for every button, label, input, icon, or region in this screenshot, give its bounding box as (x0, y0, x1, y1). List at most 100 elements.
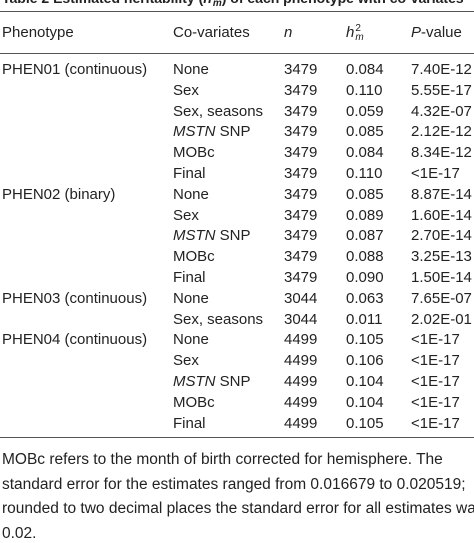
phenotype-text: PHEN01 (continuous) (2, 61, 148, 78)
footnote-line: 0.02. (2, 525, 36, 543)
cell: 0.084 (346, 61, 384, 79)
text-part: None (173, 185, 209, 203)
text-part: Sex (173, 352, 199, 370)
text-part: P (411, 24, 422, 41)
cell: <1E-17 (411, 415, 460, 433)
text-part: SNP (215, 227, 251, 245)
phenotype: PHEN04 (continuous) (2, 331, 147, 349)
cell-text: 2.12E-12 (411, 123, 472, 141)
cell-text: 0.104 (346, 373, 384, 390)
cell-text: 4499 (284, 331, 318, 349)
cell-text: 0.089 (346, 206, 384, 224)
cell: 3479 (284, 227, 317, 245)
cell: 0.087 (346, 227, 384, 245)
cell-text: 2.70E-14 (411, 227, 472, 245)
cell-text: <1E-17 (411, 414, 460, 432)
cell: 3479 (284, 269, 317, 287)
cell: 4499 (284, 331, 317, 349)
phenotype-text: PHEN03 (continuous) (2, 289, 148, 307)
cell: 3479 (284, 186, 317, 204)
covariate: Sex (173, 352, 199, 370)
text-part: MSTN (173, 123, 216, 141)
covariate: None (173, 290, 209, 308)
text-part: n (284, 24, 293, 41)
cell-text: 0.011 (346, 310, 383, 328)
header-cell: Phenotype (2, 24, 74, 42)
cell-text: 0.104 (346, 393, 384, 411)
cell-text: 0.088 (346, 248, 384, 266)
cell: <1E-17 (411, 394, 460, 412)
cell-text: 1.60E-14 (411, 206, 472, 224)
cell-text: 4499 (284, 352, 318, 370)
cell-text: 3479 (284, 269, 318, 286)
cell-text: 3044 (284, 310, 318, 328)
cell: 0.063 (346, 290, 384, 308)
phenotype-text: PHEN04 (continuous) (2, 331, 148, 349)
cell-text: 0.085 (346, 123, 384, 141)
cell-text: 3044 (284, 289, 318, 307)
cell: 0.089 (346, 207, 384, 225)
cell-text: 2.02E-01 (411, 310, 472, 328)
cell-text: 0.106 (346, 352, 384, 370)
cell-text: 3479 (284, 227, 318, 245)
cell-text: 0.059 (346, 102, 384, 120)
cell: <1E-17 (411, 373, 460, 391)
superscript: 2 (355, 23, 361, 35)
cell-text: 0.087 (346, 227, 384, 245)
cell-text: 3479 (284, 144, 318, 162)
cell-text: 4499 (284, 414, 318, 432)
cell-text: 0.084 (346, 144, 384, 162)
covariate: Sex (173, 82, 199, 100)
footnote-line: rounded to two decimal places the standa… (2, 500, 474, 518)
phenotype: PHEN02 (binary) (2, 186, 115, 204)
cell: 8.34E-12 (411, 144, 472, 162)
cell: 3479 (284, 165, 317, 183)
phenotype-text: PHEN02 (binary) (2, 185, 116, 203)
cell-text: 0.110 (346, 165, 383, 182)
text-part: Co-variates (173, 24, 250, 41)
phenotype: PHEN03 (continuous) (2, 290, 147, 308)
covariate: Sex, seasons (173, 103, 263, 121)
header-rule (0, 53, 474, 54)
cell: <1E-17 (411, 165, 460, 183)
cell-text: 7.65E-07 (411, 289, 472, 307)
text-part: Final (173, 165, 206, 182)
cell-text: 5.55E-17 (411, 81, 472, 99)
cell-text: <1E-17 (411, 373, 460, 390)
text-part: ) of each phenotype with co-variates (222, 0, 464, 6)
text-part: Sex (173, 206, 199, 224)
cell-text: 3479 (284, 185, 318, 203)
subscript: m (212, 0, 222, 10)
covariate: Sex (173, 207, 199, 225)
cell: 3044 (284, 290, 317, 308)
cell: 0.085 (346, 123, 384, 141)
footnote-text: MOBc refers to the month of birth correc… (2, 451, 443, 468)
header-cell: P-value (411, 24, 462, 42)
text-part: SNP (215, 373, 251, 390)
cell: 2.02E-01 (411, 311, 472, 329)
cell-text: 0.085 (346, 185, 384, 203)
cell: 4499 (284, 415, 317, 433)
cell: 0.110 (346, 82, 382, 100)
cell-text: 4.32E-07 (411, 102, 472, 120)
cell-text: 8.34E-12 (411, 144, 472, 162)
cell: 2.12E-12 (411, 123, 472, 141)
covariate: MOBc (173, 248, 215, 266)
cell: 0.090 (346, 269, 384, 287)
cell: 0.105 (346, 331, 384, 349)
cell: 0.085 (346, 186, 384, 204)
cell-text: 3479 (284, 61, 318, 78)
covariate: None (173, 186, 209, 204)
cell-text: 1.50E-14 (411, 269, 472, 286)
text-part: Final (173, 414, 206, 432)
footnote-text: rounded to two decimal places the standa… (2, 500, 474, 517)
text-part: MOBc (173, 393, 215, 411)
cell: 0.059 (346, 103, 384, 121)
cell: 8.87E-14 (411, 186, 472, 204)
cell-text: 0.063 (346, 289, 384, 307)
cell: 3479 (284, 103, 317, 121)
scripts: 2m (212, 0, 222, 10)
cell-text: <1E-17 (411, 393, 460, 411)
